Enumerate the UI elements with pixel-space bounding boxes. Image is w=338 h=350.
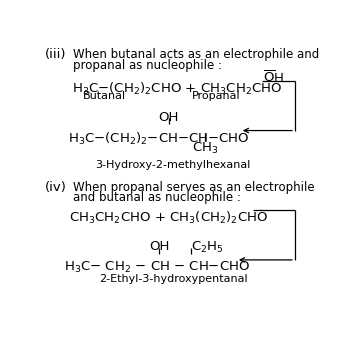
Text: H$_3$C$-$(CH$_2$)$_2$$-$CH$-$CH$-$CHO: H$_3$C$-$(CH$_2$)$_2$$-$CH$-$CH$-$CHO: [68, 131, 249, 147]
Text: 3-Hydroxy-2-methylhexanal: 3-Hydroxy-2-methylhexanal: [96, 160, 251, 170]
Text: propanal as nucleophile :: propanal as nucleophile :: [73, 59, 222, 72]
Text: Propanal: Propanal: [192, 91, 240, 101]
Text: (iii): (iii): [45, 48, 67, 61]
Text: $\overline{\rm O}$H: $\overline{\rm O}$H: [263, 70, 284, 86]
Text: OH: OH: [149, 240, 169, 253]
Text: and butanal as nucleophile :: and butanal as nucleophile :: [73, 191, 241, 204]
Text: When propanal serves as an electrophile: When propanal serves as an electrophile: [73, 181, 315, 194]
Text: C$_2$H$_5$: C$_2$H$_5$: [191, 240, 224, 255]
Text: CH$_3$CH$_2$CHO + CH$_3$(CH$_2$)$_2$CHO: CH$_3$CH$_2$CHO + CH$_3$(CH$_2$)$_2$CHO: [69, 210, 269, 226]
Text: H$_3$C$-$ CH$_2$ $-$ CH $-$ CH$-$CHO: H$_3$C$-$ CH$_2$ $-$ CH $-$ CH$-$CHO: [64, 260, 250, 275]
Text: H$_3$C$-$(CH$_2$)$_2$CHO + CH$_3$CH$_2$CHO: H$_3$C$-$(CH$_2$)$_2$CHO + CH$_3$CH$_2$C…: [72, 80, 282, 97]
Text: OH: OH: [159, 111, 179, 124]
Text: Butanal: Butanal: [83, 91, 126, 101]
Text: CH$_3$: CH$_3$: [192, 141, 218, 156]
Text: 2-Ethyl-3-hydroxypentanal: 2-Ethyl-3-hydroxypentanal: [99, 274, 247, 284]
Text: When butanal acts as an electrophile and: When butanal acts as an electrophile and: [73, 48, 319, 61]
Text: (iv): (iv): [45, 181, 67, 194]
